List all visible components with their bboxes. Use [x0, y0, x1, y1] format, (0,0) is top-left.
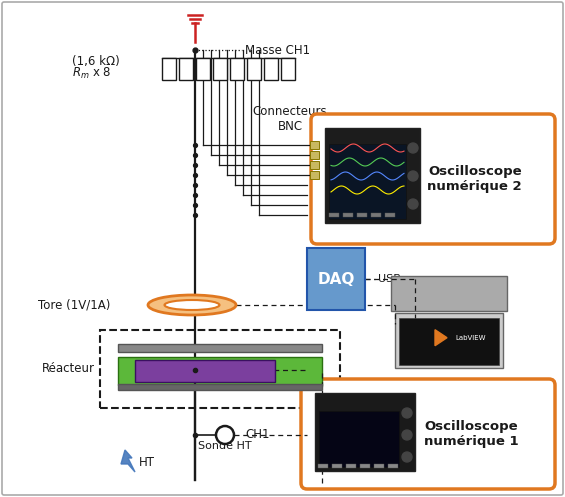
Bar: [247, 58, 261, 80]
Bar: [310, 141, 319, 149]
Text: LabVIEW: LabVIEW: [455, 334, 485, 341]
Circle shape: [408, 143, 418, 153]
Bar: [329, 144, 406, 219]
Ellipse shape: [164, 300, 219, 310]
Bar: [162, 58, 176, 80]
Circle shape: [402, 430, 412, 440]
FancyBboxPatch shape: [301, 379, 555, 489]
Bar: [319, 411, 399, 467]
Text: Tore (1V/1A): Tore (1V/1A): [38, 299, 110, 312]
Bar: [196, 58, 210, 80]
Bar: [179, 58, 193, 80]
Bar: [388, 464, 398, 468]
Text: Oscilloscope
numérique 1: Oscilloscope numérique 1: [424, 420, 519, 448]
Bar: [346, 464, 356, 468]
Bar: [329, 213, 339, 217]
Bar: [307, 248, 365, 310]
FancyBboxPatch shape: [311, 114, 555, 244]
Polygon shape: [435, 330, 447, 346]
Text: CH1: CH1: [245, 428, 270, 441]
Bar: [118, 384, 322, 390]
Bar: [391, 276, 507, 312]
Bar: [357, 213, 367, 217]
Ellipse shape: [148, 295, 236, 315]
Bar: [343, 213, 353, 217]
Circle shape: [402, 452, 412, 462]
Text: CH2: CH2: [277, 362, 302, 375]
Polygon shape: [121, 450, 135, 472]
Text: Sonde HT: Sonde HT: [198, 441, 252, 451]
Bar: [213, 58, 227, 80]
Bar: [135, 360, 275, 382]
Bar: [230, 58, 244, 80]
Text: DAQ: DAQ: [318, 271, 355, 286]
FancyBboxPatch shape: [100, 330, 340, 408]
Bar: [374, 464, 384, 468]
Bar: [310, 171, 319, 179]
Bar: [360, 464, 370, 468]
Bar: [310, 161, 319, 169]
Text: Connecteurs
BNC: Connecteurs BNC: [253, 105, 327, 133]
Circle shape: [402, 408, 412, 418]
Circle shape: [408, 199, 418, 209]
Bar: [385, 213, 395, 217]
Bar: [395, 314, 503, 368]
Bar: [118, 357, 322, 385]
Text: Oscilloscope
numérique 2: Oscilloscope numérique 2: [428, 165, 522, 193]
Bar: [318, 464, 328, 468]
Bar: [332, 464, 342, 468]
Bar: [325, 128, 420, 223]
Bar: [315, 393, 415, 471]
Bar: [310, 151, 319, 159]
Text: Réacteur: Réacteur: [42, 362, 95, 376]
Bar: [371, 213, 381, 217]
Bar: [264, 58, 278, 80]
Text: USB: USB: [378, 274, 401, 284]
Circle shape: [408, 171, 418, 181]
Circle shape: [216, 426, 234, 444]
Text: Masse CH1: Masse CH1: [245, 44, 310, 57]
Text: (1,6 kΩ): (1,6 kΩ): [72, 55, 120, 68]
Bar: [118, 344, 322, 352]
Text: $R_m$ x 8: $R_m$ x 8: [72, 66, 111, 81]
Text: HT: HT: [139, 455, 155, 469]
Bar: [399, 319, 499, 365]
Bar: [281, 58, 295, 80]
